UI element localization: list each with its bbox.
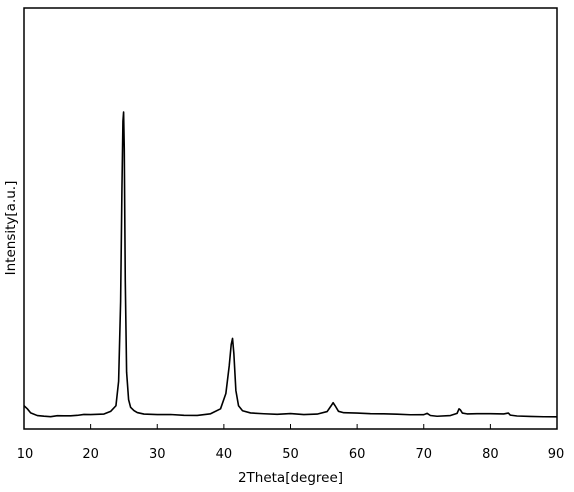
plot-area: [24, 8, 557, 429]
x-tick-label: 10: [17, 447, 34, 462]
x-tick-label: 80: [482, 447, 499, 462]
x-tick-label: 20: [82, 447, 99, 462]
x-axis-title: 2Theta[degree]: [238, 470, 343, 486]
plot-frame: [23, 7, 558, 430]
x-tick-label: 70: [415, 447, 432, 462]
x-axis-tick-labels: 10 20 30 40 50 60 70 80 90: [17, 447, 565, 462]
x-tick-label: 40: [216, 447, 233, 462]
x-tick-label: 30: [149, 447, 166, 462]
x-tick-label: 60: [349, 447, 366, 462]
x-tick-label: 90: [548, 447, 565, 462]
x-tick-label: 50: [282, 447, 299, 462]
y-axis-title: Intensity[a.u.]: [3, 181, 19, 276]
series-line: [23, 111, 558, 418]
